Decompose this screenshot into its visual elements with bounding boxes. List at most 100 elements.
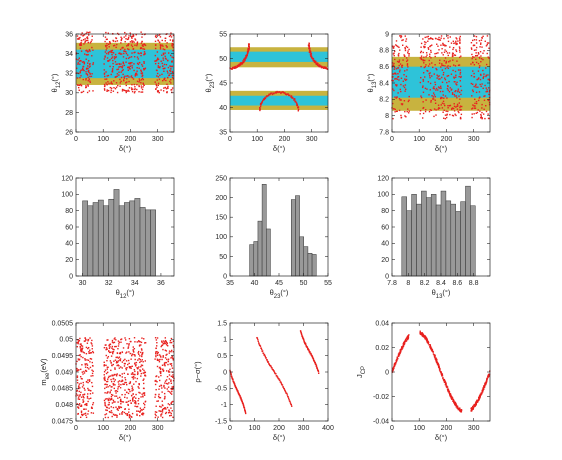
data-point — [106, 366, 109, 368]
data-point — [273, 370, 275, 372]
data-point — [142, 45, 144, 47]
data-point — [458, 95, 460, 97]
data-point — [441, 81, 444, 83]
data-point — [235, 67, 237, 69]
data-point — [125, 368, 128, 371]
data-point — [89, 361, 91, 363]
y-axis-label: θ23(°) — [204, 73, 216, 92]
data-point — [143, 62, 145, 64]
data-point — [87, 381, 89, 384]
data-point — [143, 392, 146, 394]
data-point — [459, 56, 461, 59]
data-point — [294, 101, 297, 103]
data-point — [91, 381, 93, 384]
data-point — [234, 383, 236, 385]
data-point — [157, 91, 159, 93]
data-point — [154, 393, 157, 396]
data-point — [84, 364, 87, 366]
data-point — [404, 47, 406, 49]
data-point — [157, 58, 159, 61]
data-point — [481, 390, 484, 392]
data-point — [284, 390, 286, 392]
data-point — [477, 109, 479, 111]
data-point — [132, 393, 134, 395]
data-point — [310, 53, 312, 56]
data-point — [159, 368, 162, 370]
data-point — [286, 392, 288, 395]
data-point — [454, 54, 457, 57]
histogram-bar — [406, 210, 412, 277]
data-point — [115, 345, 117, 348]
data-point — [160, 415, 162, 417]
data-point — [89, 73, 91, 75]
data-point — [136, 41, 139, 43]
data-point — [110, 81, 113, 83]
data-point — [125, 57, 128, 60]
data-point — [259, 105, 262, 108]
data-point — [455, 90, 457, 92]
data-point — [140, 409, 143, 411]
data-point — [161, 79, 164, 82]
data-point — [108, 375, 110, 378]
data-point — [86, 31, 88, 33]
data-point — [420, 46, 422, 48]
data-point — [79, 71, 81, 74]
data-point — [399, 49, 401, 51]
data-point — [89, 366, 92, 369]
data-point — [80, 39, 83, 42]
data-point — [134, 362, 136, 364]
data-point — [144, 44, 147, 47]
data-point — [247, 50, 249, 53]
data-point — [309, 52, 311, 54]
axes-frame — [391, 322, 491, 422]
data-point — [107, 53, 110, 55]
data-point — [120, 383, 122, 386]
data-point — [420, 50, 423, 53]
data-point — [116, 40, 119, 42]
data-point — [112, 90, 115, 92]
data-point — [155, 69, 158, 71]
data-point — [112, 59, 114, 62]
data-point — [164, 55, 166, 58]
data-point — [437, 86, 440, 88]
data-point — [131, 388, 133, 390]
data-point — [477, 52, 480, 54]
data-point — [241, 399, 243, 401]
data-point — [141, 355, 143, 358]
data-point — [131, 67, 134, 69]
data-point — [313, 61, 316, 63]
data-point — [401, 348, 403, 350]
data-point — [138, 85, 140, 87]
data-point — [169, 392, 172, 394]
data-point — [455, 95, 458, 97]
data-point — [86, 36, 89, 38]
data-point — [156, 58, 158, 61]
data-point — [393, 73, 395, 75]
x-tick-label: 8.4 — [436, 280, 446, 287]
data-point — [105, 45, 107, 48]
data-point — [114, 395, 116, 397]
band-1sigma — [230, 95, 328, 106]
data-point — [133, 69, 135, 72]
data-point — [484, 84, 486, 87]
data-point — [141, 91, 144, 93]
data-point — [276, 91, 278, 93]
data-point — [481, 46, 483, 48]
data-point — [406, 110, 408, 113]
data-point — [161, 400, 163, 402]
data-point — [142, 412, 145, 415]
data-point — [85, 346, 88, 349]
data-point — [248, 44, 250, 47]
data-point — [488, 57, 490, 59]
data-point — [127, 392, 130, 395]
data-point — [126, 48, 129, 50]
data-point — [460, 409, 463, 411]
data-point — [154, 337, 157, 339]
data-point — [78, 57, 81, 59]
data-point — [134, 377, 136, 379]
data-point — [157, 351, 159, 354]
data-point — [116, 352, 119, 354]
data-point — [120, 338, 122, 341]
data-point — [142, 83, 145, 85]
data-point — [165, 379, 168, 381]
